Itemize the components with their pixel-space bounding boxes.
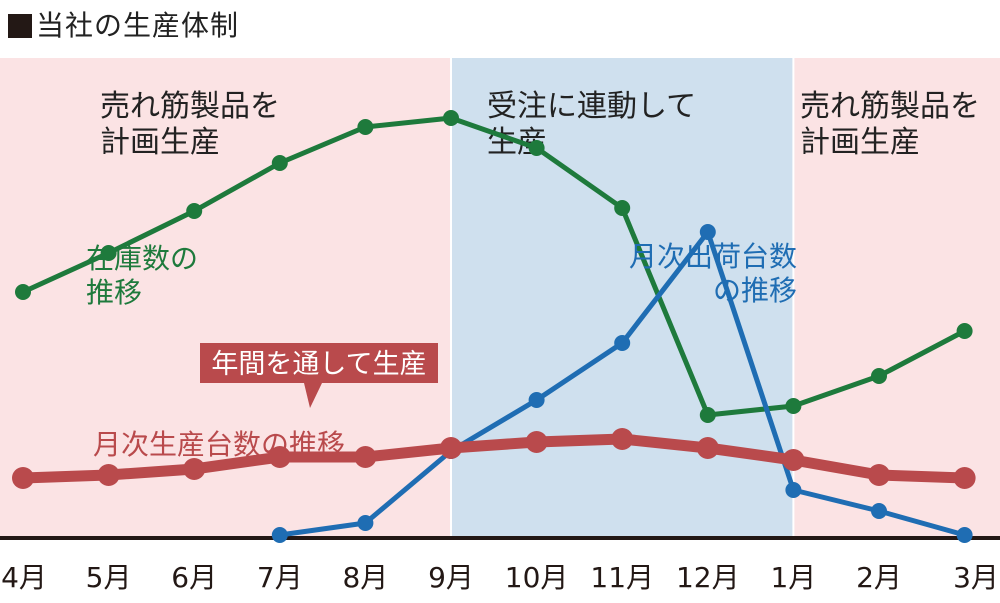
x-tick-label-5: 8月 (342, 561, 388, 594)
series-label-2-line-2: の推移 (713, 274, 797, 307)
data-point-s2-12月 (699, 224, 716, 240)
region-label-1-line-1: 売れ筋製品を (100, 89, 280, 124)
data-point-s2-1月 (785, 482, 802, 498)
data-point-s1-1月 (785, 398, 802, 414)
data-point-s1-8月 (357, 119, 374, 135)
data-point-s1-7月 (271, 155, 288, 171)
x-tick-label-12: 3月 (953, 561, 999, 594)
x-tick-labels: 4月 5月 6月 7月 8月 9月 10月 11月 12月 1月 2月 3月 (1, 561, 999, 594)
series-label-1-line-2: 推移 (86, 276, 142, 309)
data-point-s1-11月 (614, 200, 631, 216)
square-bullet-icon (8, 14, 32, 38)
series-lines (12, 110, 976, 543)
data-point-s3-8月 (354, 446, 377, 468)
callout-text: 年間を通して生産 (211, 349, 426, 380)
data-point-s3-3月 (953, 467, 976, 489)
x-tick-label-1: 4月 (1, 561, 47, 594)
data-point-s1-4月 (15, 284, 31, 300)
data-point-s2-8月 (357, 515, 374, 531)
x-tick-label-9: 12月 (676, 561, 740, 594)
x-tick-label-4: 7月 (257, 561, 303, 594)
x-tick-label-11: 2月 (856, 561, 902, 594)
x-tick-label-10: 1月 (770, 561, 816, 594)
callout-pointer (304, 383, 322, 408)
region-label-2-line-1: 受注に連動して (487, 89, 696, 124)
region-backgrounds (0, 58, 1000, 538)
region-background-3 (793, 58, 1000, 538)
data-point-s2-2月 (871, 503, 887, 519)
data-point-s3-4月 (12, 467, 34, 489)
data-point-s3-11月 (611, 428, 634, 450)
data-point-s2-10月 (528, 392, 545, 408)
data-point-s1-12月 (699, 407, 716, 423)
data-point-s2-11月 (614, 335, 631, 351)
x-tick-label-8: 11月 (590, 561, 654, 594)
series-label-3-line-1: 月次生産台数の推移 (93, 428, 345, 461)
data-point-s3-5月 (97, 464, 120, 486)
series-label-2-line-1: 月次出荷台数 (629, 240, 797, 273)
data-point-s1-10月 (528, 140, 545, 156)
region-label-1-line-2: 計画生産 (100, 125, 220, 160)
data-point-s3-10月 (525, 431, 548, 453)
data-point-s3-9月 (440, 437, 462, 459)
page-title: 当社の生産体制 (8, 6, 239, 46)
data-point-s2-7月 (271, 527, 288, 543)
region-label-3-line-1: 売れ筋製品を (800, 89, 980, 124)
data-point-s1-5月 (100, 245, 117, 261)
data-point-s3-12月 (696, 437, 719, 459)
region-label-3-line-2: 計画生産 (800, 125, 920, 160)
series-line-1 (20, 115, 968, 418)
callout: 年間を通して生産 (200, 343, 438, 408)
x-tick-label-6: 9月 (428, 561, 474, 594)
callout-box (200, 343, 438, 383)
data-point-s1-3月 (956, 323, 973, 339)
series-line-3 (17, 433, 971, 484)
x-tick-label-3: 6月 (171, 561, 217, 594)
x-tick-label-7: 10月 (505, 561, 569, 594)
data-point-s1-9月 (443, 110, 459, 126)
data-point-s2-3月 (956, 527, 973, 543)
page-title-text: 当社の生産体制 (36, 9, 240, 42)
data-point-s3-2月 (868, 464, 890, 486)
data-point-s3-6月 (183, 458, 206, 480)
data-point-s1-2月 (871, 368, 887, 384)
data-point-s1-6月 (186, 203, 203, 219)
series-label-1-line-1: 在庫数の (86, 242, 198, 275)
data-point-s3-7月 (268, 446, 291, 468)
x-tick-label-2: 5月 (86, 561, 132, 594)
data-point-s3-1月 (782, 449, 805, 471)
